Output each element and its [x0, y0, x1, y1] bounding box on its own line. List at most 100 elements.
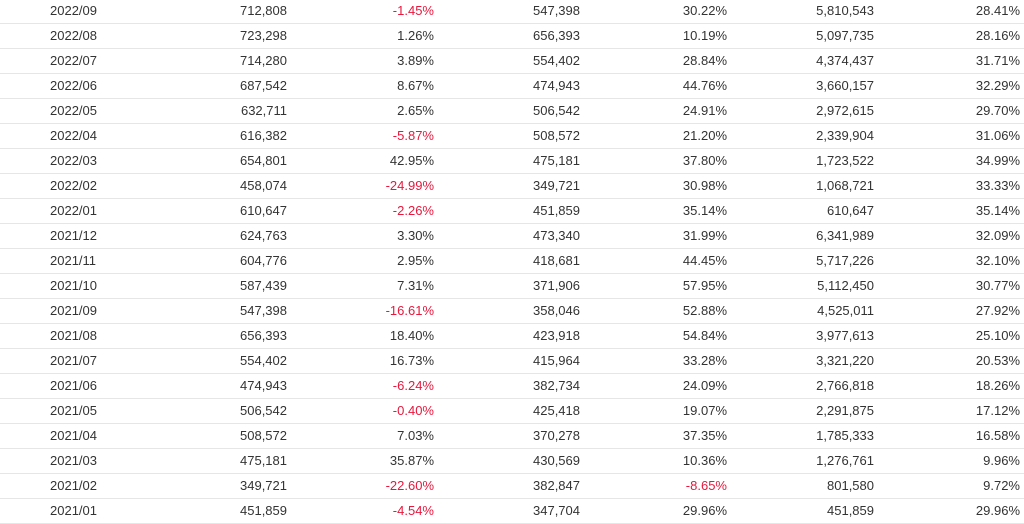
mom-change-cell: 42.95% — [389, 153, 434, 168]
table-row: 2021/04 508,572 7.03% 370,278 37.35% 1,785,33… — [0, 424, 1024, 449]
prior-value-cell: 451,859 — [533, 203, 580, 218]
cumulative-change-cell: 29.96% — [975, 503, 1020, 518]
value-cell: 474,943 — [240, 378, 287, 393]
cumulative-change-cell: 9.96% — [983, 453, 1020, 468]
cumulative-change-cell: 30.77% — [975, 278, 1020, 293]
prior-value-cell: 547,398 — [533, 3, 580, 18]
table-row: 2021/02 349,721 -22.60% 382,847 -8.65% 801,58… — [0, 474, 1024, 499]
yoy-change-cell: 30.98% — [682, 178, 727, 193]
value-cell: 632,711 — [240, 103, 287, 118]
table-row: 2021/05 506,542 -0.40% 425,418 19.07% 2,291,8… — [0, 399, 1024, 424]
cumulative-change-cell: 20.53% — [975, 353, 1020, 368]
table-row: 2022/07 714,280 3.89% 554,402 28.84% 4,374,43… — [0, 49, 1024, 74]
value-cell: 349,721 — [240, 478, 287, 493]
mom-change-cell: 7.03% — [397, 428, 434, 443]
yoy-change-cell: 52.88% — [682, 303, 727, 318]
month-cell: 2021/10 — [50, 278, 97, 293]
month-cell: 2022/05 — [50, 103, 97, 118]
mom-change-cell: -2.26% — [392, 203, 434, 218]
mom-change-cell: 18.40% — [389, 328, 434, 343]
month-cell: 2021/01 — [50, 503, 97, 518]
month-cell: 2022/01 — [50, 203, 97, 218]
value-cell: 451,859 — [240, 503, 287, 518]
month-cell: 2022/07 — [50, 53, 97, 68]
table-row: 2022/08 723,298 1.26% 656,393 10.19% 5,097,73… — [0, 24, 1024, 49]
cumulative-change-cell: 32.29% — [975, 78, 1020, 93]
prior-value-cell: 349,721 — [533, 178, 580, 193]
value-cell: 687,542 — [240, 78, 287, 93]
yoy-change-cell: 57.95% — [682, 278, 727, 293]
table-row: 2021/11 604,776 2.95% 418,681 44.45% 5,717,22… — [0, 249, 1024, 274]
cumulative-change-cell: 31.71% — [975, 53, 1020, 68]
prior-value-cell: 371,906 — [533, 278, 580, 293]
prior-value-cell: 347,704 — [533, 503, 580, 518]
cumulative-cell: 1,068,721 — [816, 178, 874, 193]
prior-value-cell: 473,340 — [533, 228, 580, 243]
cumulative-cell: 3,977,613 — [816, 328, 874, 343]
prior-value-cell: 430,569 — [533, 453, 580, 468]
cumulative-change-cell: 28.16% — [975, 28, 1020, 43]
table-row: 2021/10 587,439 7.31% 371,906 57.95% 5,112,45… — [0, 274, 1024, 299]
mom-change-cell: -0.40% — [392, 403, 434, 418]
value-cell: 604,776 — [240, 253, 287, 268]
month-cell: 2021/04 — [50, 428, 97, 443]
month-cell: 2021/11 — [50, 253, 97, 268]
cumulative-cell: 6,341,989 — [816, 228, 874, 243]
mom-change-cell: 16.73% — [389, 353, 434, 368]
month-cell: 2021/05 — [50, 403, 97, 418]
prior-value-cell: 656,393 — [533, 28, 580, 43]
cumulative-cell: 3,660,157 — [816, 78, 874, 93]
table-row: 2021/08 656,393 18.40% 423,918 54.84% 3,977,6… — [0, 324, 1024, 349]
month-cell: 2022/08 — [50, 28, 97, 43]
yoy-change-cell: 44.45% — [682, 253, 727, 268]
cumulative-change-cell: 18.26% — [975, 378, 1020, 393]
yoy-change-cell: 19.07% — [682, 403, 727, 418]
cumulative-cell: 2,291,875 — [816, 403, 874, 418]
table-row: 2022/01 610,647 -2.26% 451,859 35.14% 610,647… — [0, 199, 1024, 224]
prior-value-cell: 358,046 — [533, 303, 580, 318]
mom-change-cell: 1.26% — [397, 28, 434, 43]
table-row: 2022/03 654,801 42.95% 475,181 37.80% 1,723,5… — [0, 149, 1024, 174]
cumulative-change-cell: 17.12% — [975, 403, 1020, 418]
value-cell: 712,808 — [240, 3, 287, 18]
yoy-change-cell: 54.84% — [682, 328, 727, 343]
cumulative-cell: 2,972,615 — [816, 103, 874, 118]
cumulative-cell: 3,321,220 — [816, 353, 874, 368]
table-row: 2021/09 547,398 -16.61% 358,046 52.88% 4,525,… — [0, 299, 1024, 324]
yoy-change-cell: 33.28% — [682, 353, 727, 368]
prior-value-cell: 475,181 — [533, 153, 580, 168]
table-row: 2022/05 632,711 2.65% 506,542 24.91% 2,972,61… — [0, 99, 1024, 124]
table-row: 2022/06 687,542 8.67% 474,943 44.76% 3,660,15… — [0, 74, 1024, 99]
value-cell: 508,572 — [240, 428, 287, 443]
cumulative-change-cell: 32.09% — [975, 228, 1020, 243]
value-cell: 723,298 — [240, 28, 287, 43]
month-cell: 2022/02 — [50, 178, 97, 193]
cumulative-change-cell: 27.92% — [975, 303, 1020, 318]
month-cell: 2021/12 — [50, 228, 97, 243]
month-cell: 2021/02 — [50, 478, 97, 493]
cumulative-change-cell: 9.72% — [983, 478, 1020, 493]
mom-change-cell: 2.65% — [397, 103, 434, 118]
cumulative-cell: 5,810,543 — [816, 3, 874, 18]
month-cell: 2021/09 — [50, 303, 97, 318]
yoy-change-cell: 28.84% — [682, 53, 727, 68]
prior-value-cell: 506,542 — [533, 103, 580, 118]
value-cell: 506,542 — [240, 403, 287, 418]
month-cell: 2021/03 — [50, 453, 97, 468]
prior-value-cell: 423,918 — [533, 328, 580, 343]
table-row: 2022/09 712,808 -1.45% 547,398 30.22% 5,810,5… — [0, 0, 1024, 24]
value-cell: 616,382 — [240, 128, 287, 143]
month-cell: 2021/06 — [50, 378, 97, 393]
value-cell: 458,074 — [240, 178, 287, 193]
prior-value-cell: 382,847 — [533, 478, 580, 493]
yoy-change-cell: -8.65% — [685, 478, 727, 493]
yoy-change-cell: 31.99% — [682, 228, 727, 243]
yoy-change-cell: 10.36% — [682, 453, 727, 468]
cumulative-change-cell: 35.14% — [975, 203, 1020, 218]
value-cell: 554,402 — [240, 353, 287, 368]
table-row: 2022/04 616,382 -5.87% 508,572 21.20% 2,339,9… — [0, 124, 1024, 149]
table-row: 2021/12 624,763 3.30% 473,340 31.99% 6,341,98… — [0, 224, 1024, 249]
value-cell: 587,439 — [240, 278, 287, 293]
mom-change-cell: -6.24% — [392, 378, 434, 393]
